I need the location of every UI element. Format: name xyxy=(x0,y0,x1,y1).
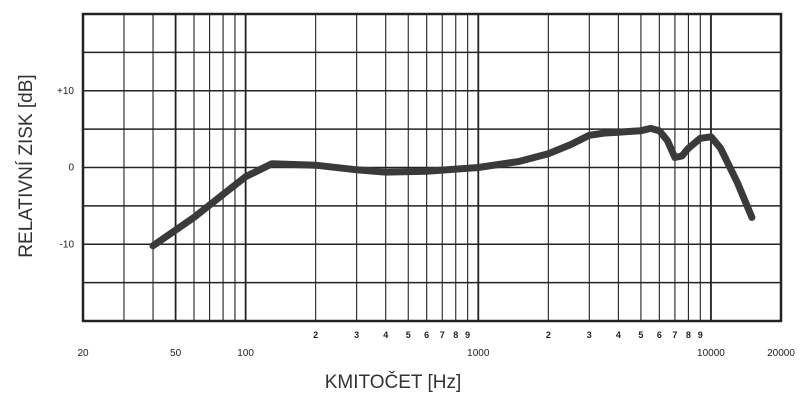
x-tick-label: 100 xyxy=(237,348,254,359)
x-minor-tick-label: 3 xyxy=(354,330,359,340)
x-minor-tick-label: 2 xyxy=(546,330,551,340)
x-axis-title: KMITOČET [Hz] xyxy=(325,371,462,393)
x-minor-tick-label: 8 xyxy=(686,330,691,340)
x-minor-tick-label: 9 xyxy=(465,330,470,340)
x-minor-tick-label: 2 xyxy=(313,330,318,340)
x-tick-label: 20 xyxy=(77,348,89,359)
y-tick-label: +10 xyxy=(57,86,74,97)
x-minor-tick-label: 8 xyxy=(453,330,458,340)
x-minor-tick-label: 3 xyxy=(587,330,592,340)
y-axis-title: RELATIVNÍ ZISK [dB] xyxy=(16,74,37,257)
x-minor-tick-label: 6 xyxy=(657,330,662,340)
x-tick-label: 50 xyxy=(170,348,182,359)
x-tick-label: 1000 xyxy=(467,348,490,359)
x-minor-tick-label: 4 xyxy=(383,330,388,340)
response-curve xyxy=(149,124,756,250)
plot-frame xyxy=(81,12,783,323)
y-tick-label: -10 xyxy=(60,239,75,250)
x-minor-tick-label: 7 xyxy=(440,330,445,340)
x-minor-tick-label: 5 xyxy=(638,330,643,340)
y-tick-label: 0 xyxy=(68,163,74,174)
x-tick-label: 20000 xyxy=(767,348,795,359)
y-tick-labels: +10 0 -10 xyxy=(57,86,74,251)
x-minor-tick-label: 9 xyxy=(698,330,703,340)
x-minor-tick-label: 4 xyxy=(616,330,621,340)
x-tick-label: 10000 xyxy=(697,348,725,359)
x-minor-tick-label: 7 xyxy=(672,330,677,340)
x-minor-tick-label: 5 xyxy=(406,330,411,340)
x-minor-tick-label: 6 xyxy=(424,330,429,340)
